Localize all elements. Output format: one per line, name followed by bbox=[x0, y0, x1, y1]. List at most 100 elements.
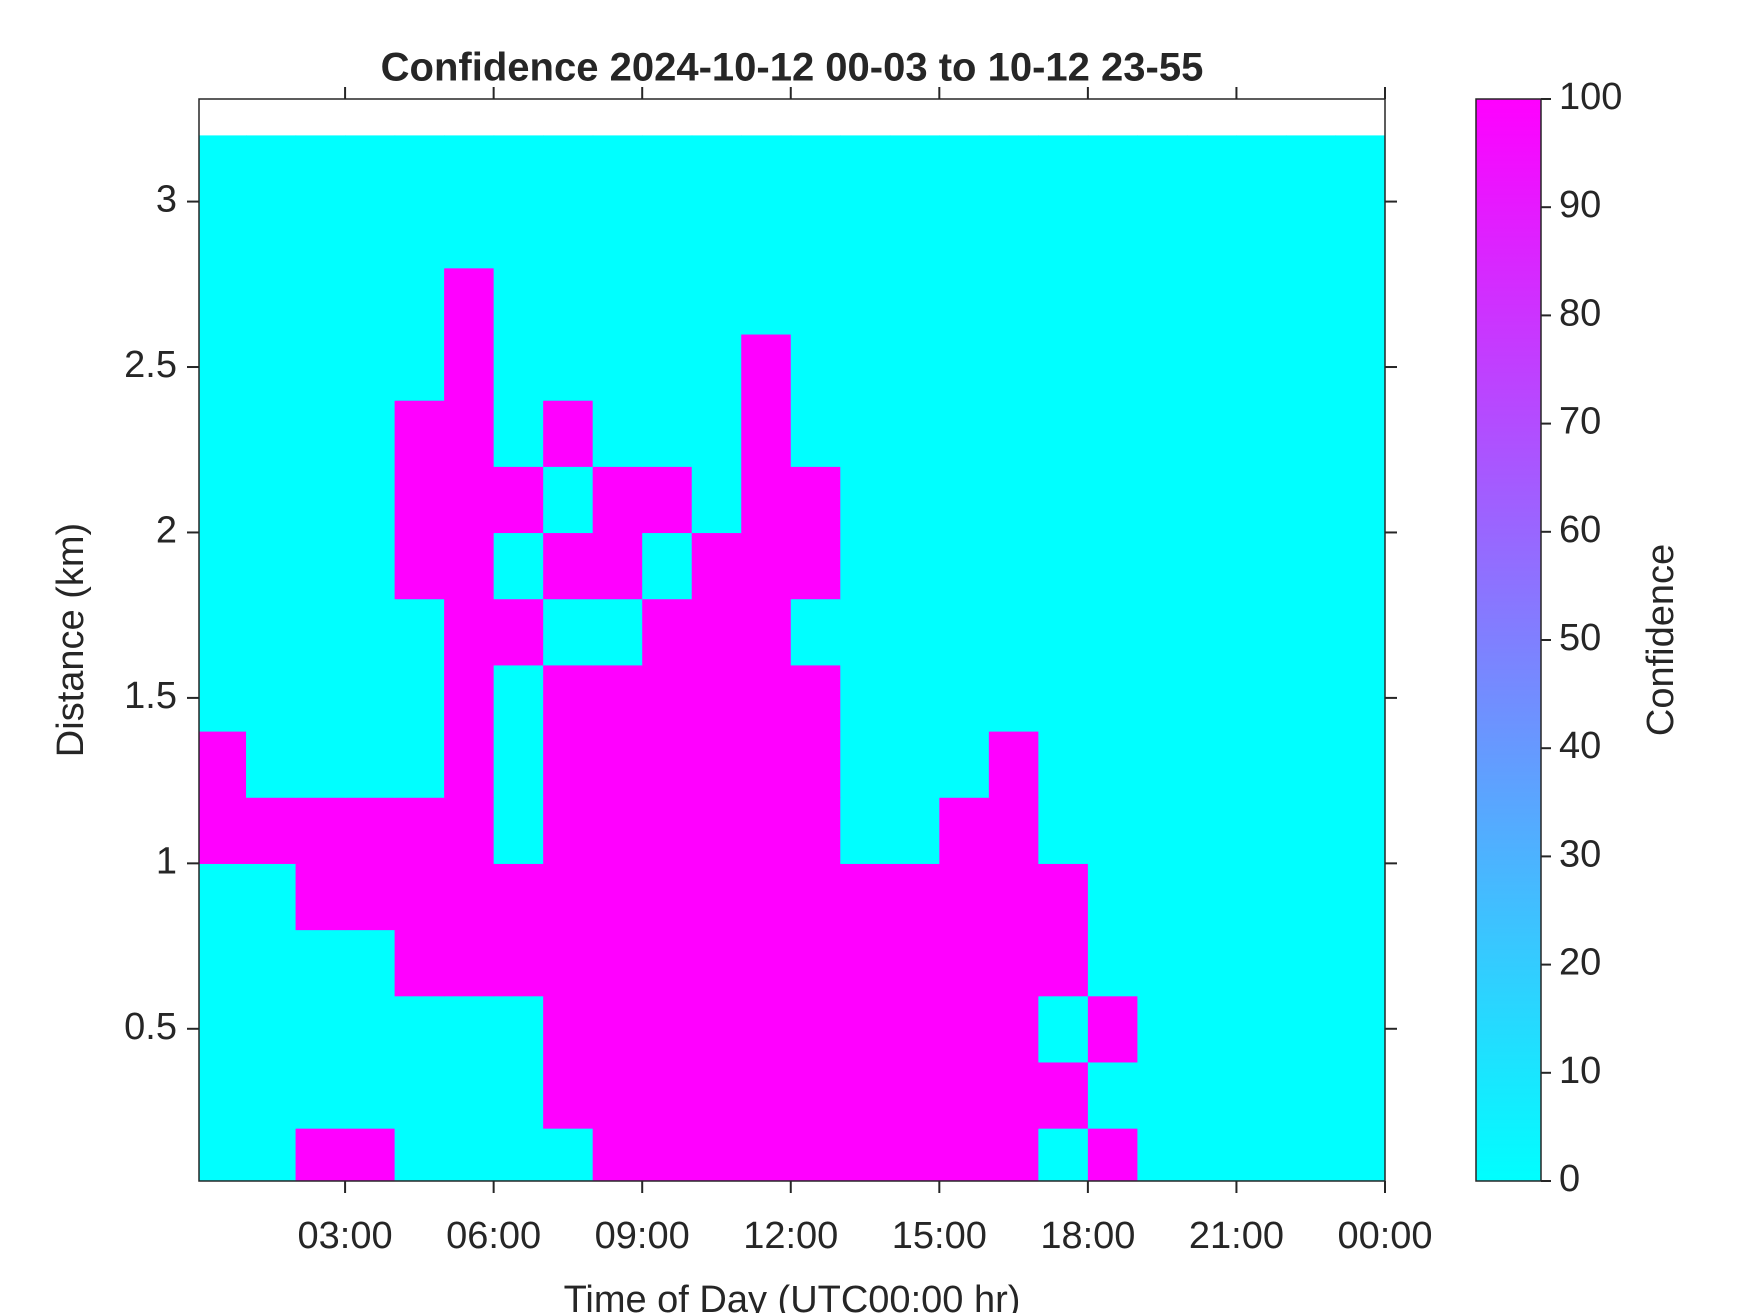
heatmap-cell bbox=[295, 267, 346, 335]
heatmap-cell bbox=[1038, 1128, 1089, 1181]
heatmap-cell bbox=[394, 797, 445, 864]
heatmap-cell bbox=[592, 797, 643, 864]
heatmap-cell bbox=[1335, 1061, 1385, 1129]
heatmap-cell bbox=[939, 664, 990, 732]
colorbar-tick-label: 90 bbox=[1559, 184, 1601, 226]
heatmap-cell bbox=[444, 466, 495, 534]
heatmap-cell bbox=[1285, 267, 1337, 335]
heatmap-cell bbox=[939, 201, 990, 269]
heatmap-cell bbox=[988, 267, 1039, 335]
heatmap-cell bbox=[345, 1061, 396, 1129]
heatmap-cell bbox=[642, 995, 693, 1063]
heatmap-cell bbox=[444, 532, 495, 600]
heatmap-cell bbox=[790, 333, 841, 401]
x-axis-label: Time of Day (UTC00:00 hr) bbox=[564, 1279, 1021, 1313]
heatmap-cell bbox=[199, 466, 247, 534]
heatmap-cell bbox=[1186, 135, 1238, 203]
heatmap-cell bbox=[1137, 135, 1188, 203]
heatmap-cell bbox=[1186, 797, 1238, 864]
heatmap-cell bbox=[1335, 664, 1385, 732]
heatmap-cell bbox=[1038, 664, 1089, 732]
heatmap-cell bbox=[592, 863, 643, 931]
y-tick-label: 2 bbox=[156, 509, 177, 551]
heatmap-cell bbox=[444, 1128, 495, 1181]
heatmap-cell bbox=[345, 135, 396, 203]
heatmap-cell bbox=[988, 664, 1039, 732]
heatmap-cell bbox=[592, 995, 643, 1063]
heatmap-cell bbox=[444, 135, 495, 203]
heatmap-cell bbox=[642, 135, 693, 203]
heatmap-cell bbox=[1137, 797, 1188, 864]
heatmap-cell bbox=[939, 532, 990, 600]
heatmap-cell bbox=[295, 863, 346, 931]
heatmap-cell bbox=[246, 333, 297, 401]
heatmap-cell bbox=[1236, 466, 1287, 534]
heatmap-cell bbox=[691, 1061, 742, 1129]
heatmap-cell bbox=[1038, 797, 1089, 864]
heatmap-cell bbox=[246, 400, 297, 467]
heatmap-cell bbox=[1285, 664, 1337, 732]
heatmap-cell bbox=[889, 201, 940, 269]
heatmap-cell bbox=[295, 400, 346, 467]
heatmap-cell bbox=[1236, 730, 1287, 798]
heatmap-cell bbox=[1038, 532, 1089, 600]
heatmap-cell bbox=[1137, 267, 1188, 335]
heatmap-cell bbox=[642, 929, 693, 997]
heatmap-cell bbox=[493, 333, 544, 401]
heatmap-cell bbox=[592, 664, 643, 732]
heatmap-cell bbox=[1137, 532, 1188, 600]
heatmap-cell bbox=[790, 598, 841, 666]
heatmap-cell bbox=[840, 797, 891, 864]
heatmap-cell bbox=[246, 863, 297, 931]
heatmap-cell bbox=[394, 201, 445, 269]
x-tick-label: 12:00 bbox=[743, 1215, 838, 1257]
heatmap-cell bbox=[642, 333, 693, 401]
heatmap-cell bbox=[939, 267, 990, 335]
heatmap-cell bbox=[1137, 333, 1188, 401]
x-tick-label: 21:00 bbox=[1189, 1215, 1284, 1257]
heatmap-cell bbox=[493, 863, 544, 931]
heatmap-cell bbox=[1137, 1061, 1188, 1129]
heatmap-cell bbox=[394, 267, 445, 335]
heatmap-cell bbox=[444, 929, 495, 997]
heatmap-cell bbox=[493, 797, 544, 864]
heatmap-cell bbox=[1038, 135, 1089, 203]
heatmap-cell bbox=[295, 201, 346, 269]
heatmap-cell bbox=[394, 135, 445, 203]
heatmap-cell bbox=[592, 1061, 643, 1129]
heatmap-cell bbox=[889, 863, 940, 931]
heatmap-cell bbox=[543, 267, 594, 335]
heatmap-cell bbox=[790, 1128, 841, 1181]
heatmap-cell bbox=[295, 466, 346, 534]
heatmap-cell bbox=[691, 929, 742, 997]
colorbar-tick-label: 70 bbox=[1559, 401, 1601, 443]
x-tick-label: 09:00 bbox=[595, 1215, 690, 1257]
heatmap-cell bbox=[345, 466, 396, 534]
heatmap-cell bbox=[1335, 1128, 1385, 1181]
heatmap-cell bbox=[1236, 863, 1287, 931]
heatmap-cell bbox=[1236, 929, 1287, 997]
heatmap-cell bbox=[1087, 929, 1139, 997]
heatmap-cell bbox=[1137, 995, 1188, 1063]
heatmap-cell bbox=[840, 135, 891, 203]
heatmap-cell bbox=[493, 995, 544, 1063]
heatmap-cell bbox=[246, 995, 297, 1063]
heatmap-cell bbox=[1038, 201, 1089, 269]
heatmap-cell bbox=[444, 1061, 495, 1129]
heatmap-cell bbox=[1335, 730, 1385, 798]
heatmap-cell bbox=[741, 797, 792, 864]
heatmap-cell bbox=[592, 201, 643, 269]
heatmap-cell bbox=[394, 995, 445, 1063]
heatmap-cell bbox=[642, 201, 693, 269]
heatmap-cell bbox=[1335, 466, 1385, 534]
heatmap-cell bbox=[840, 466, 891, 534]
heatmap-cell bbox=[1186, 1128, 1238, 1181]
heatmap-cell bbox=[642, 863, 693, 931]
heatmap-cell bbox=[790, 135, 841, 203]
heatmap-cell bbox=[691, 466, 742, 534]
heatmap-cell bbox=[1335, 135, 1385, 203]
heatmap-cell bbox=[543, 797, 594, 864]
heatmap-cell bbox=[889, 267, 940, 335]
heatmap-cell bbox=[741, 863, 792, 931]
heatmap-cell bbox=[790, 267, 841, 335]
